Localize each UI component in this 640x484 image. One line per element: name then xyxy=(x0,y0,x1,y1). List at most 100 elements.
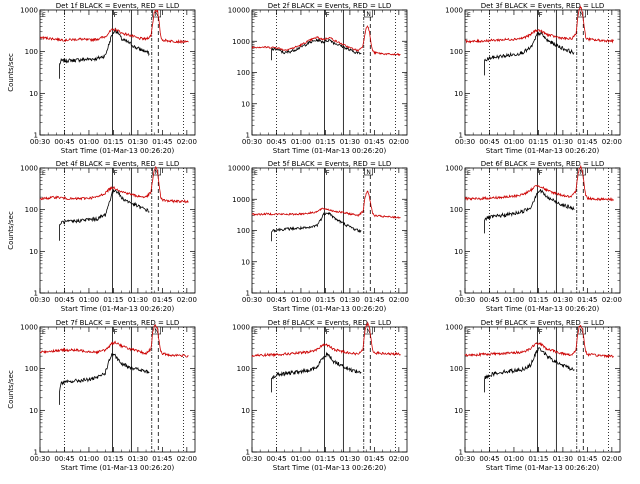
x-tick-label: 00:30 xyxy=(30,138,50,146)
x-tick-label: 01:15 xyxy=(528,455,548,463)
y-tick-label: 1000 xyxy=(445,324,463,332)
x-tick-label: 01:30 xyxy=(340,296,360,304)
plot-title: Det 5f BLACK = Events, RED = LLD xyxy=(268,160,391,168)
x-tick-label: 00:45 xyxy=(479,455,499,463)
marker-e-label: E xyxy=(42,170,46,177)
x-tick-label: 00:45 xyxy=(479,138,499,146)
x-tick-label: 01:30 xyxy=(553,455,573,463)
x-tick-label: 00:45 xyxy=(479,296,499,304)
plot-title: Det 8f BLACK = Events, RED = LLD xyxy=(268,319,391,327)
marker-n-label: N xyxy=(579,11,584,18)
x-axis-label: Start Time (01-Mar-13 00:26:20) xyxy=(486,464,600,472)
plot-frame xyxy=(39,167,196,294)
plot-title: Det 3f BLACK = Events, RED = LLD xyxy=(481,2,604,10)
series-events-line xyxy=(484,189,575,234)
panel-det-3: Det 3f BLACK = Events, RED = LLD 1 10 100 10… xyxy=(445,2,622,155)
y-tick-label: 1 xyxy=(34,290,38,298)
marker-n-box xyxy=(364,167,373,176)
marker-f-label: F xyxy=(326,169,330,177)
marker-n-label: N xyxy=(366,11,371,18)
series-events-line xyxy=(271,211,362,242)
marker-n-box xyxy=(577,326,586,335)
y-tick-label: 100 xyxy=(237,227,250,235)
x-tick-label: 01:00 xyxy=(291,455,311,463)
x-tick-label: 02:00 xyxy=(177,138,197,146)
plot-frame xyxy=(464,9,621,136)
marker-n-label: N xyxy=(154,169,159,176)
y-tick-label: 1000 xyxy=(232,324,250,332)
x-tick-label: 00:30 xyxy=(455,138,475,146)
y-tick-label: 1 xyxy=(34,449,38,457)
x-tick-label: 00:45 xyxy=(54,455,74,463)
x-tick-label: 01:15 xyxy=(103,296,123,304)
y-tick-label: 1 xyxy=(459,132,463,140)
x-tick-label: 02:00 xyxy=(177,296,197,304)
x-tick-label: 00:30 xyxy=(242,455,262,463)
panel-det-5: Det 5f BLACK = Events, RED = LLD 1 10 100 10… xyxy=(228,160,409,313)
y-tick-label: 10000 xyxy=(228,165,250,173)
plot-frame xyxy=(39,9,196,136)
x-tick-label: 00:30 xyxy=(455,296,475,304)
marker-f-label: F xyxy=(539,328,543,336)
x-tick-label: 02:00 xyxy=(602,455,622,463)
plot-title: Det 9f BLACK = Events, RED = LLD xyxy=(481,319,604,327)
x-tick-label: 01:45 xyxy=(364,296,384,304)
marker-e-label: E xyxy=(42,329,46,336)
x-tick-label: 01:00 xyxy=(79,455,99,463)
y-tick-label: 10 xyxy=(29,407,38,415)
y-axis-label: Counts/sec xyxy=(7,53,15,92)
plot-frame xyxy=(39,326,196,453)
y-tick-label: 1 xyxy=(34,132,38,140)
x-tick-label: 01:30 xyxy=(553,138,573,146)
panel-det-6: Det 6f BLACK = Events, RED = LLD 1 10 100 10… xyxy=(445,160,622,313)
y-tick-label: 1000 xyxy=(232,196,250,204)
y-tick-label: 1000 xyxy=(20,165,38,173)
plot-title: Det 7f BLACK = Events, RED = LLD xyxy=(56,319,179,327)
panel-det-9: Det 9f BLACK = Events, RED = LLD 1 10 100 10… xyxy=(445,319,622,472)
y-tick-label: 1000 xyxy=(20,324,38,332)
series-events-line xyxy=(59,188,150,241)
series-events-line xyxy=(59,353,150,405)
x-tick-label: 00:30 xyxy=(455,455,475,463)
y-tick-label: 1000 xyxy=(20,7,38,15)
marker-e-label: E xyxy=(254,12,258,19)
panel-det-7: Det 7f BLACK = Events, RED = LLD 1 10 100 10… xyxy=(7,319,197,472)
marker-n-box xyxy=(364,9,373,18)
marker-n-label: N xyxy=(366,169,371,176)
y-tick-label: 10 xyxy=(454,90,463,98)
y-tick-label: 100 xyxy=(25,48,38,56)
y-tick-label: 1 xyxy=(459,290,463,298)
x-tick-label: 01:00 xyxy=(291,296,311,304)
x-tick-label: 01:45 xyxy=(152,138,172,146)
plot-title: Det 6f BLACK = Events, RED = LLD xyxy=(481,160,604,168)
marker-n-label: N xyxy=(366,328,371,335)
marker-f-label: F xyxy=(114,169,118,177)
x-tick-label: 02:00 xyxy=(389,296,409,304)
x-tick-label: 00:45 xyxy=(266,138,286,146)
x-tick-label: 00:45 xyxy=(266,455,286,463)
marker-e-label: E xyxy=(467,12,471,19)
panel-det-1: Det 1f BLACK = Events, RED = LLD 1 10 100 10… xyxy=(7,2,197,155)
y-tick-label: 100 xyxy=(450,365,463,373)
plot-frame xyxy=(251,326,408,453)
y-tick-label: 10 xyxy=(241,258,250,266)
x-tick-label: 02:00 xyxy=(389,138,409,146)
series-events-line xyxy=(59,27,150,79)
x-tick-label: 01:15 xyxy=(315,296,335,304)
x-tick-label: 01:00 xyxy=(291,138,311,146)
y-tick-label: 100 xyxy=(450,206,463,214)
y-tick-label: 1000 xyxy=(445,7,463,15)
y-tick-label: 100 xyxy=(25,206,38,214)
x-tick-label: 02:00 xyxy=(602,138,622,146)
marker-e-label: E xyxy=(254,329,258,336)
y-tick-label: 100 xyxy=(25,365,38,373)
x-tick-label: 02:00 xyxy=(602,296,622,304)
series-lld-line xyxy=(251,190,401,219)
y-tick-label: 1000 xyxy=(445,165,463,173)
series-lld-line xyxy=(39,324,189,358)
series-events-line xyxy=(271,38,362,61)
x-tick-label: 00:45 xyxy=(54,138,74,146)
marker-f-label: F xyxy=(114,11,118,19)
x-tick-label: 01:45 xyxy=(152,296,172,304)
